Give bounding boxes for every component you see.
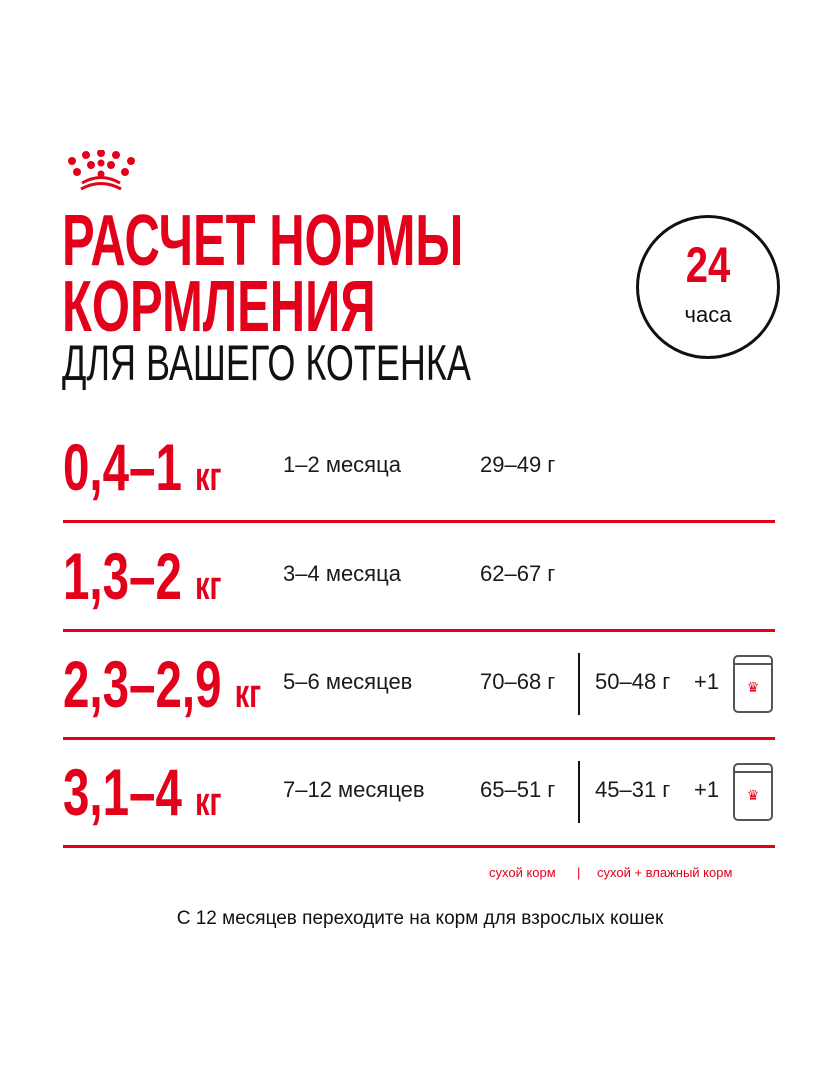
divider bbox=[63, 845, 775, 848]
table-row: 0,4–1 кг 1–2 месяца 29–49 г bbox=[0, 418, 840, 526]
plus-pouch: +1 bbox=[694, 669, 720, 694]
title-line-2: КОРМЛЕНИЯ bbox=[62, 267, 376, 347]
separator bbox=[578, 653, 580, 715]
weight: 0,4–1 кг bbox=[63, 430, 222, 504]
crown-logo-icon bbox=[68, 150, 135, 191]
divider bbox=[63, 737, 775, 740]
24h-badge: 24 часа bbox=[636, 215, 780, 359]
divider bbox=[63, 520, 775, 523]
separator bbox=[578, 761, 580, 823]
weight: 3,1–4 кг bbox=[63, 755, 222, 829]
badge-number: 24 bbox=[685, 237, 731, 293]
dry-amount: 62–67 г bbox=[480, 561, 556, 586]
mixed-amount: 45–31 г bbox=[595, 777, 671, 802]
legend-dry: сухой корм bbox=[489, 865, 556, 880]
legend-mixed: сухой + влажный корм bbox=[597, 865, 733, 880]
wet-pouch-icon: ♛ bbox=[733, 763, 773, 821]
dry-amount: 70–68 г bbox=[480, 669, 556, 694]
weight: 2,3–2,9 кг bbox=[63, 647, 262, 721]
legend-separator: | bbox=[577, 865, 581, 880]
table-row: 3,1–4 кг 7–12 месяцев 65–51 г 45–31 г +1… bbox=[0, 743, 840, 851]
badge-unit: часа bbox=[684, 302, 732, 327]
age: 7–12 месяцев bbox=[283, 777, 425, 802]
dry-amount: 29–49 г bbox=[480, 452, 556, 477]
divider bbox=[63, 629, 775, 632]
age: 5–6 месяцев bbox=[283, 669, 413, 694]
mixed-amount: 50–48 г bbox=[595, 669, 671, 694]
subtitle: ДЛЯ ВАШЕГО КОТЕНКА bbox=[62, 335, 471, 391]
table-row: 1,3–2 кг 3–4 месяца 62–67 г bbox=[0, 527, 840, 635]
table-row: 2,3–2,9 кг 5–6 месяцев 70–68 г 50–48 г +… bbox=[0, 635, 840, 743]
weight: 1,3–2 кг bbox=[63, 539, 222, 613]
title-line-1: РАСЧЕТ НОРМЫ bbox=[62, 201, 464, 281]
age: 3–4 месяца bbox=[283, 561, 401, 586]
plus-pouch: +1 bbox=[694, 777, 720, 802]
age: 1–2 месяца bbox=[283, 452, 401, 477]
footer-note: С 12 месяцев переходите на корм для взро… bbox=[176, 908, 664, 929]
wet-pouch-icon: ♛ bbox=[733, 655, 773, 713]
dry-amount: 65–51 г bbox=[480, 777, 556, 802]
